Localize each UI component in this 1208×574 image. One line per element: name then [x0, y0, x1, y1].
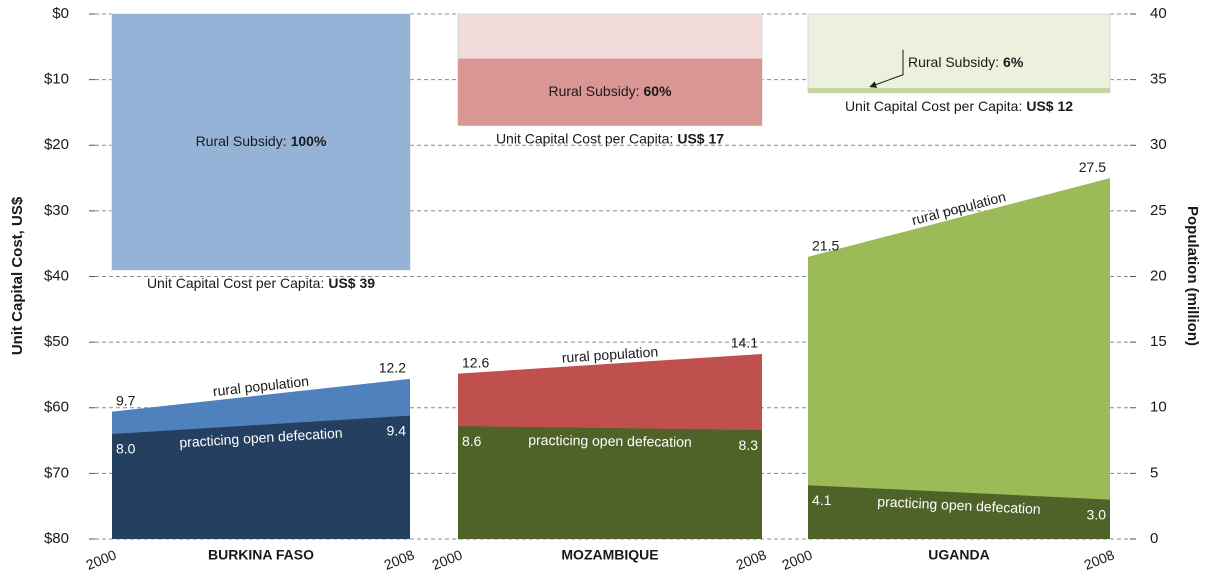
country-name: MOZAMBIQUE	[561, 547, 658, 563]
subsidy-pointer	[869, 49, 904, 88]
subsidy-text: Rural Subsidy:	[908, 53, 999, 69]
subsidy-text: Rural Subsidy:	[196, 133, 287, 149]
x-tick-label: 2000	[84, 546, 119, 573]
y2-tick-label: 25	[1150, 202, 1167, 219]
value-label: 9.7	[116, 392, 136, 408]
area	[808, 485, 1110, 539]
y-tick-label: $0	[52, 5, 69, 22]
value-label: 14.1	[731, 335, 758, 351]
cost-value: US$ 39	[328, 275, 375, 291]
value-label: 9.4	[387, 422, 407, 438]
value-label: 12.6	[462, 354, 489, 370]
y2-tick-label: 35	[1150, 71, 1167, 88]
y2-tick-label: 5	[1150, 464, 1158, 481]
value-label: 4.1	[812, 492, 832, 508]
country-name: UGANDA	[928, 547, 989, 563]
y-axis-title: Unit Capital Cost, US$	[9, 196, 26, 355]
cost-label: Unit Capital Cost per Capita: US$ 39	[147, 275, 375, 291]
y-tick-label: $30	[44, 202, 69, 219]
series-name: practicing open defecation	[528, 432, 692, 450]
y-tick-label: $20	[44, 136, 69, 153]
subsidy-value: 60%	[644, 83, 673, 99]
subsidy-label: Rural Subsidy: 100%	[196, 133, 327, 149]
x-tick-label: 2008	[382, 546, 417, 573]
value-label: 21.5	[812, 238, 839, 254]
y-tick-label: $70	[44, 464, 69, 481]
y2-tick-label: 30	[1150, 136, 1167, 153]
y2-axis-title: Population (million)	[1184, 206, 1201, 346]
y2-tick-label: 15	[1150, 333, 1167, 350]
x-tick-label: 2008	[734, 546, 769, 573]
cost-label: Unit Capital Cost per Capita: US$ 12	[845, 97, 1073, 113]
area	[458, 426, 762, 539]
series-name: practicing open defecation	[877, 493, 1041, 517]
cost-text: Unit Capital Cost per Capita:	[496, 130, 673, 146]
y2-tick-label: 20	[1150, 267, 1167, 284]
y-tick-label: $80	[44, 530, 69, 547]
x-tick-label: 2000	[430, 546, 465, 573]
area	[808, 178, 1110, 539]
area	[112, 415, 410, 539]
cost-value: US$ 17	[677, 130, 724, 146]
subsidy-text: Rural Subsidy:	[548, 83, 639, 99]
cost-label: Unit Capital Cost per Capita: US$ 17	[496, 130, 724, 146]
subsidy-box	[808, 88, 1110, 93]
cost-text: Unit Capital Cost per Capita:	[147, 275, 324, 291]
x-tick-label: 2008	[1082, 546, 1117, 573]
subsidy-value: 6%	[1003, 53, 1024, 69]
series-name: rural population	[561, 343, 658, 365]
y-tick-label: $10	[44, 71, 69, 88]
value-label: 8.6	[462, 433, 482, 449]
y2-tick-label: 0	[1150, 530, 1158, 547]
cost-value: US$ 12	[1026, 97, 1073, 113]
x-tick-label: 2000	[780, 546, 815, 573]
y2-tick-label: 10	[1150, 399, 1167, 416]
y-tick-label: $50	[44, 333, 69, 350]
cost-text: Unit Capital Cost per Capita:	[845, 97, 1022, 113]
value-label: 12.2	[379, 360, 406, 376]
subsidy-box	[458, 58, 762, 126]
subsidy-box	[112, 14, 410, 270]
y2-tick-label: 40	[1150, 5, 1167, 22]
subsidy-value: 100%	[291, 133, 327, 149]
y-tick-label: $60	[44, 399, 69, 416]
y-tick-label: $40	[44, 267, 69, 284]
cost-box	[807, 13, 1111, 94]
country-name: BURKINA FASO	[208, 547, 314, 563]
subsidy-label: Rural Subsidy: 60%	[548, 83, 672, 99]
value-label: 8.3	[739, 437, 759, 453]
value-label: 27.5	[1079, 159, 1106, 175]
value-label: 3.0	[1087, 506, 1107, 522]
value-label: 8.0	[116, 441, 136, 457]
subsidy-label: Rural Subsidy: 6%	[908, 53, 1024, 69]
